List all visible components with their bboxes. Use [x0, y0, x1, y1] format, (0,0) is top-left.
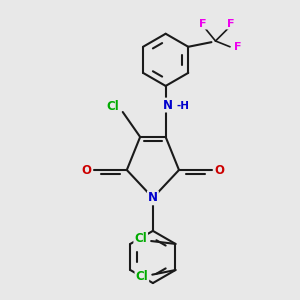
Text: F: F	[199, 19, 206, 28]
Text: F: F	[227, 19, 234, 28]
Text: N: N	[163, 99, 173, 112]
Text: F: F	[234, 42, 242, 52]
Text: -H: -H	[177, 100, 190, 111]
Text: Cl: Cl	[134, 232, 147, 245]
Text: Cl: Cl	[106, 100, 119, 113]
Text: Cl: Cl	[136, 271, 148, 284]
Text: O: O	[82, 164, 92, 176]
Text: O: O	[214, 164, 224, 176]
Text: N: N	[148, 191, 158, 204]
